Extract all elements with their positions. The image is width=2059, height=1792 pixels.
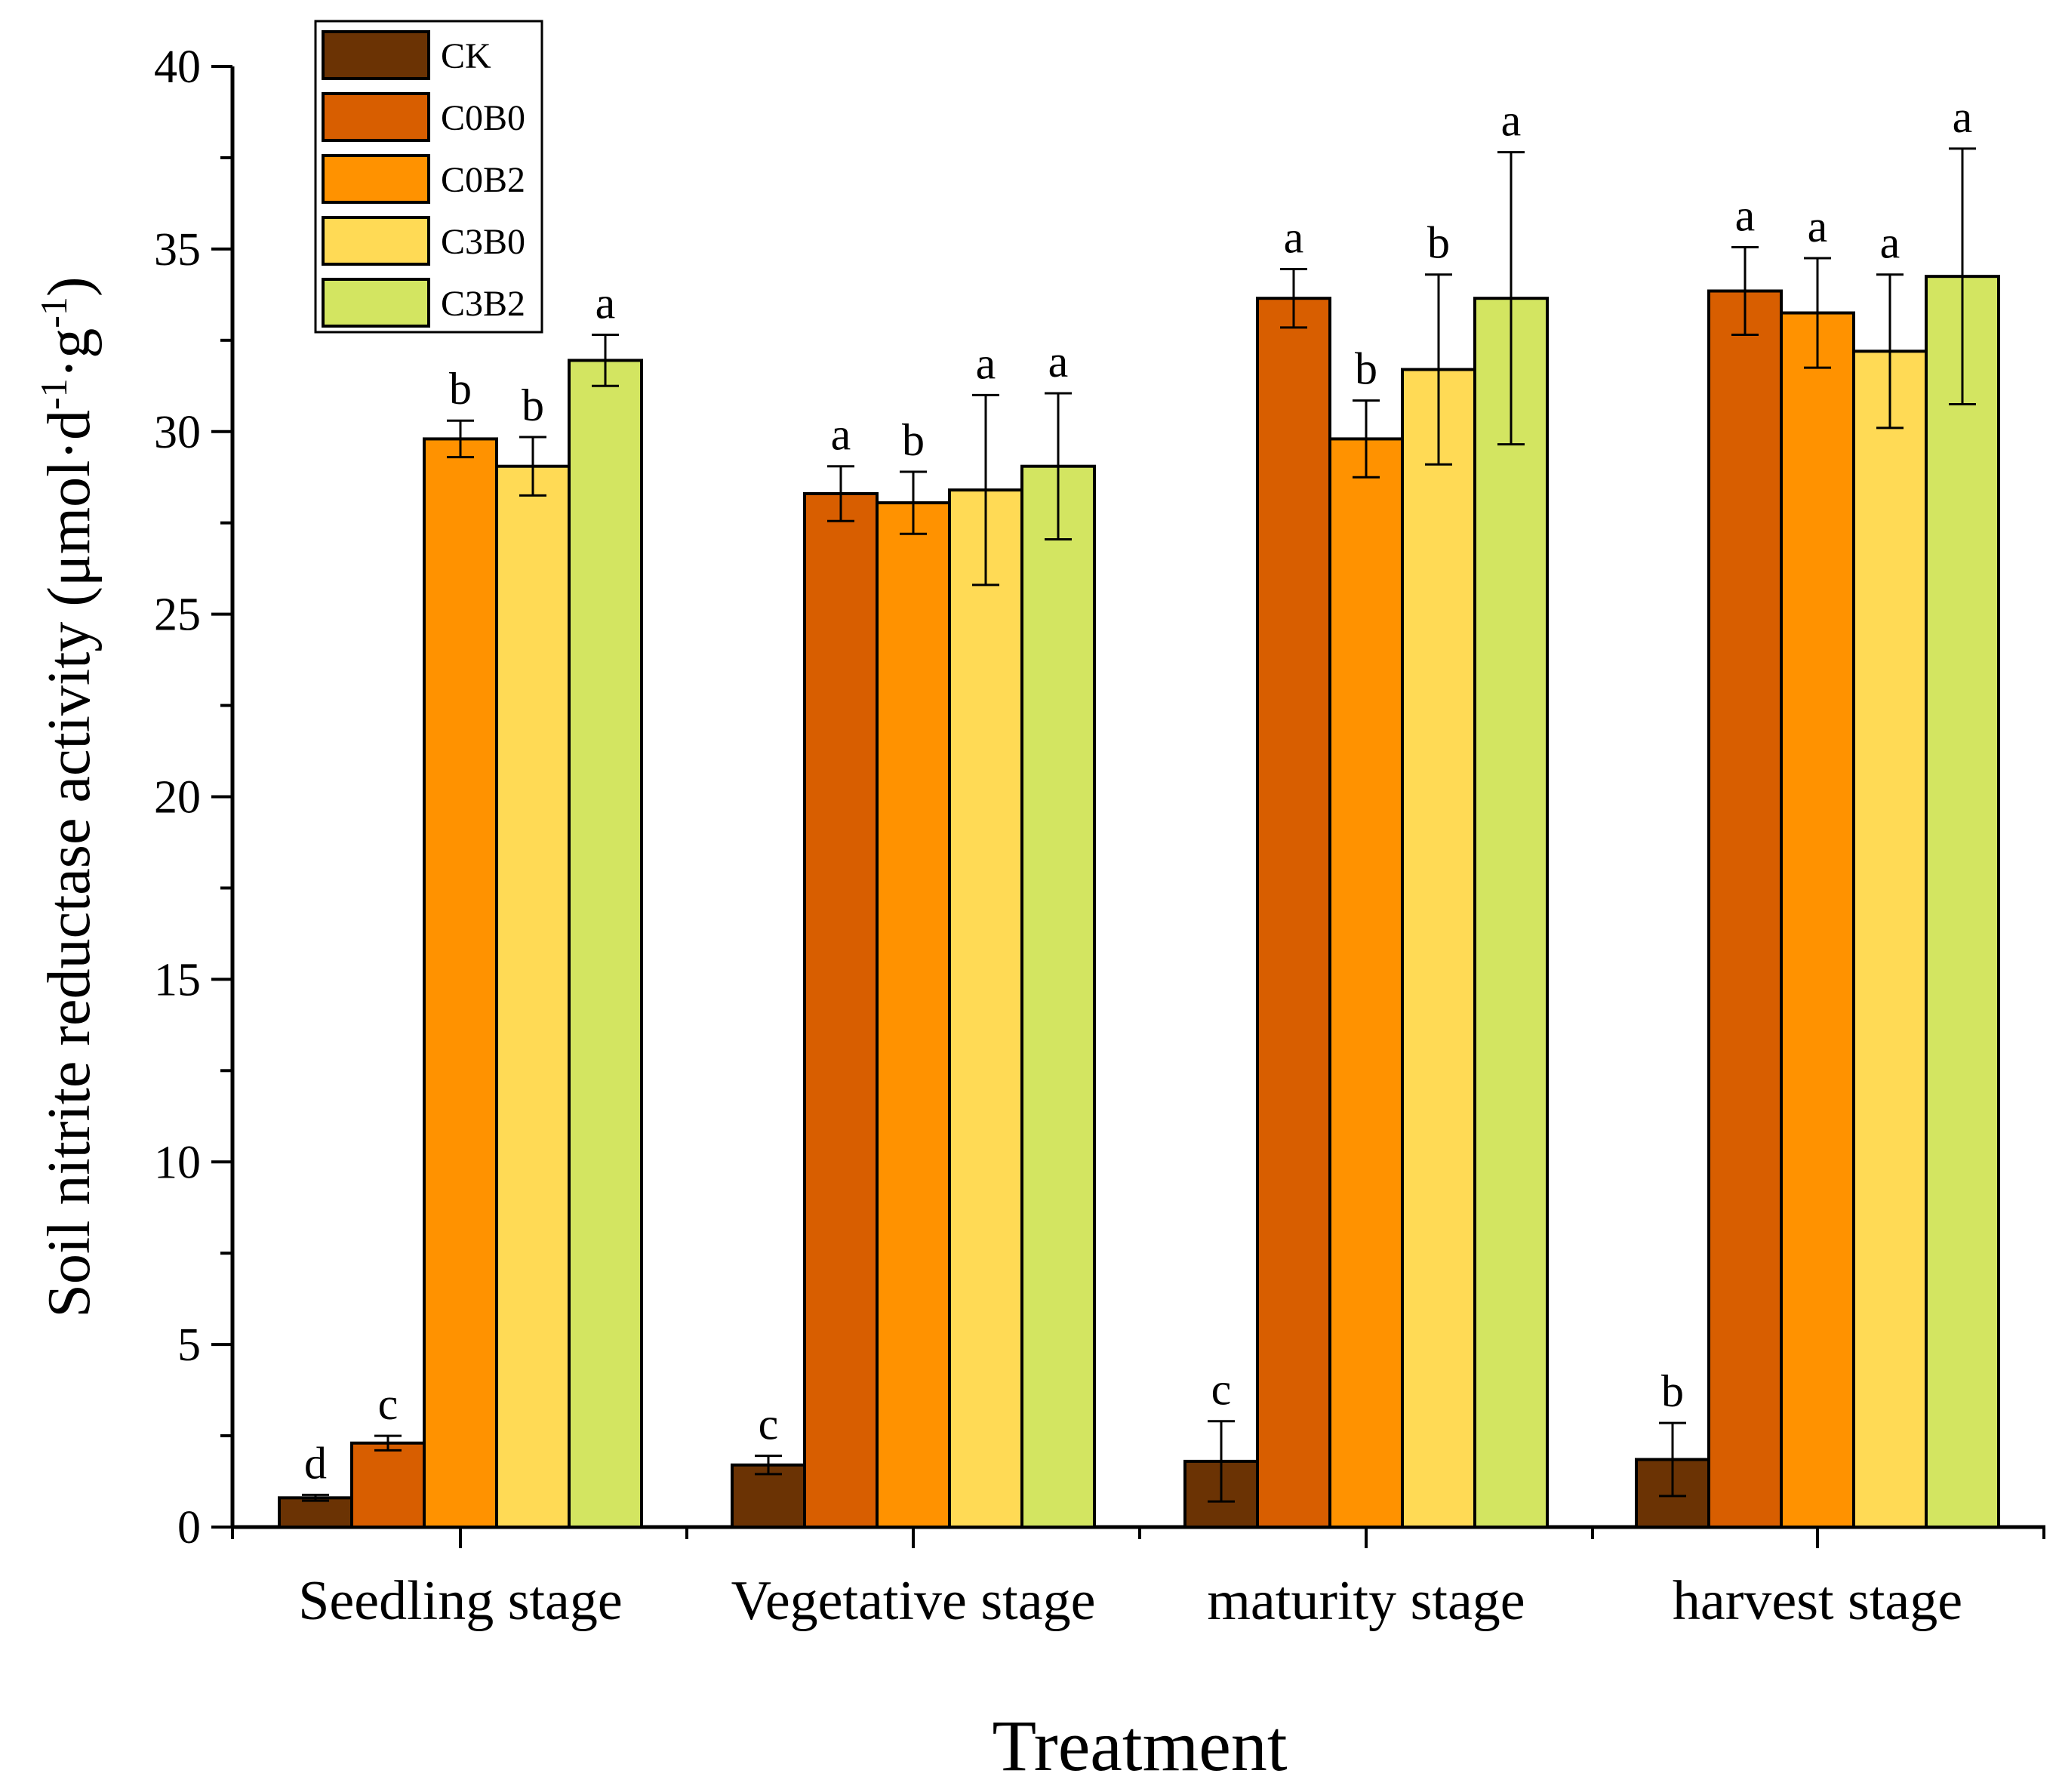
y-axis-title: Soil nitrite reductase activity (μmol·d-…	[32, 276, 103, 1317]
significance-letter: a	[831, 410, 851, 460]
y-tick-label: 5	[177, 1319, 201, 1371]
bar	[1473, 297, 1549, 1529]
significance-letter: b	[1355, 344, 1377, 394]
significance-letter: c	[759, 1399, 779, 1449]
significance-letter: b	[1661, 1366, 1684, 1416]
legend: CK C0B0 C0B2 C3B0 C3B2	[314, 20, 543, 334]
y-axis-title-mid: ·g	[36, 328, 103, 379]
bar	[1328, 437, 1404, 1529]
x-category-label: maturity stage	[1207, 1570, 1525, 1632]
y-axis-ticks: 0 5 10 15 20 25 30 35 40	[154, 42, 232, 1553]
bar	[948, 488, 1023, 1529]
y-tick-label: 40	[154, 42, 201, 93]
bar	[495, 464, 571, 1529]
x-axis-title: Treatment	[992, 1705, 1287, 1786]
bar	[350, 1441, 426, 1529]
y-tick-label: 20	[154, 772, 201, 824]
y-axis-title-sup2: -1	[32, 297, 75, 328]
y-tick-label: 25	[154, 590, 201, 641]
significance-letter: a	[1953, 92, 1973, 142]
significance-letter: b	[902, 415, 925, 465]
x-category-label: harvest stage	[1673, 1570, 1962, 1632]
bar	[1707, 289, 1783, 1529]
bar	[1401, 368, 1476, 1529]
significance-letter: a	[1880, 218, 1900, 268]
y-axis-title-main: Soil nitrite reductase activity (μmol·d	[36, 410, 103, 1318]
y-tick-label: 10	[154, 1137, 201, 1188]
legend-label: C3B2	[441, 284, 525, 324]
bar	[803, 491, 879, 1529]
bar	[1020, 464, 1096, 1529]
legend-label: C0B0	[441, 98, 525, 138]
legend-swatch	[322, 216, 430, 266]
bar	[568, 359, 643, 1529]
significance-letter: b	[1427, 218, 1450, 268]
x-category-label: Seedling stage	[298, 1570, 623, 1632]
legend-swatch	[322, 278, 430, 328]
x-category-label: Vegetative stage	[731, 1570, 1096, 1632]
significance-letter: b	[449, 364, 472, 414]
error-bars-layer	[302, 147, 1976, 1503]
bar	[1780, 311, 1855, 1529]
bar	[876, 501, 951, 1529]
significance-letter: a	[1284, 212, 1304, 262]
significance-letter: c	[1211, 1365, 1232, 1415]
y-tick-label: 35	[154, 224, 201, 276]
significance-letter: a	[1735, 190, 1756, 240]
bar	[423, 437, 498, 1529]
y-tick-label: 0	[177, 1502, 201, 1553]
legend-swatch	[322, 92, 430, 142]
bars-layer	[278, 275, 2000, 1529]
legend-label: C3B0	[441, 222, 525, 262]
bar	[1256, 297, 1331, 1529]
legend-swatch	[322, 30, 430, 80]
significance-letter: a	[1808, 202, 1828, 251]
significance-letter: a	[1048, 337, 1069, 386]
significance-letter: d	[304, 1438, 327, 1488]
significance-letter: b	[522, 380, 544, 430]
y-tick-label: 15	[154, 954, 201, 1005]
significance-letter: a	[1501, 96, 1522, 146]
legend-label: CK	[441, 36, 491, 76]
bar	[278, 1496, 353, 1529]
significance-letter: a	[596, 279, 616, 328]
legend-swatch	[322, 154, 430, 204]
legend-label: C0B2	[441, 160, 525, 200]
bar	[1925, 275, 2000, 1529]
significance-letter: a	[976, 338, 996, 388]
y-tick-label: 30	[154, 407, 201, 458]
significance-letter: c	[378, 1379, 399, 1429]
bar	[731, 1463, 806, 1529]
bar	[1852, 349, 1928, 1529]
y-axis-title-sup1: -1	[32, 378, 75, 410]
x-axis-ticks: Seedling stage Vegetative stage maturity s…	[231, 1527, 2045, 1632]
y-axis-title-close: )	[36, 276, 103, 297]
